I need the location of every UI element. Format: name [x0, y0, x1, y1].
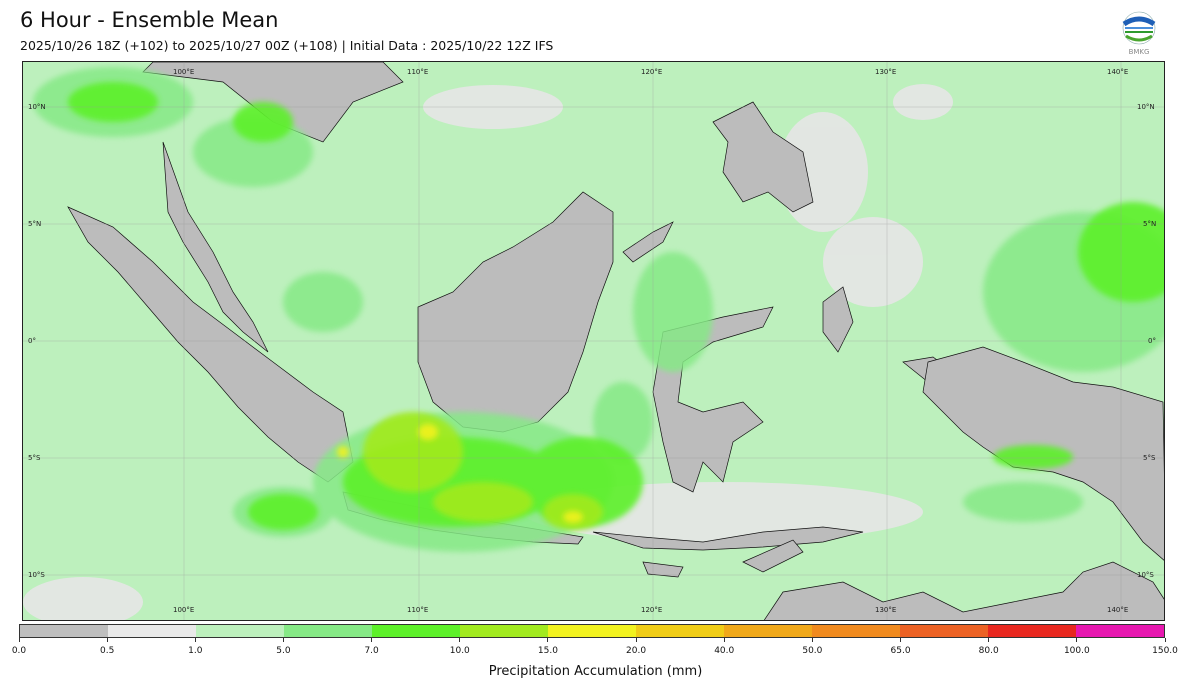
colorbar-tick-label: 15.0	[537, 646, 558, 656]
colorbar	[19, 624, 1165, 638]
colorbar-tick-mark	[547, 638, 549, 642]
logo-lettering: BMKG	[1129, 48, 1150, 56]
lon-label-top: 130°E	[875, 68, 897, 76]
colorbar-segment	[636, 625, 724, 637]
colorbar-tick-label: 10.0	[449, 646, 470, 656]
colorbar-tick-label: 20.0	[626, 646, 647, 656]
lon-label-top: 120°E	[641, 68, 663, 76]
lat-label-left: 0°	[28, 337, 36, 345]
colorbar-tick-label: 80.0	[978, 646, 999, 656]
lon-label-top: 100°E	[173, 68, 195, 76]
colorbar-tick-mark	[194, 638, 196, 642]
colorbar-segment	[1076, 625, 1164, 637]
lat-label-right: 0°	[1148, 337, 1156, 345]
lat-label-left: 10°N	[28, 103, 46, 111]
colorbar-tick-mark	[1076, 638, 1078, 642]
lon-label-top: 140°E	[1107, 68, 1129, 76]
colorbar-segment	[460, 625, 548, 637]
lat-label-right: 10°S	[1137, 571, 1154, 579]
colorbar-tick-mark	[18, 638, 20, 642]
colorbar-tick-label: 1.0	[188, 646, 203, 656]
colorbar-tick-mark	[635, 638, 637, 642]
lon-label-bottom: 120°E	[641, 606, 663, 614]
colorbar-tick-label: 5.0	[276, 646, 291, 656]
lon-label-top: 110°E	[407, 68, 429, 76]
colorbar-tick-label: 100.0	[1063, 646, 1090, 656]
colorbar-tick-label: 65.0	[890, 646, 911, 656]
map-canvas	[23, 62, 1164, 620]
colorbar-segment	[196, 625, 284, 637]
colorbar-tick-mark	[1164, 638, 1166, 642]
lon-label-bottom: 130°E	[875, 606, 897, 614]
colorbar-segment	[372, 625, 460, 637]
colorbar-segment	[988, 625, 1076, 637]
colorbar-label: Precipitation Accumulation (mm)	[488, 664, 703, 679]
colorbar-tick-mark	[811, 638, 813, 642]
colorbar-segment	[548, 625, 636, 637]
colorbar-segment	[20, 625, 108, 637]
colorbar-segment	[900, 625, 988, 637]
lat-label-left: 10°S	[28, 571, 45, 579]
lat-label-left: 5°N	[28, 220, 42, 228]
colorbar-segment	[108, 625, 196, 637]
lon-label-bottom: 140°E	[1107, 606, 1129, 614]
lon-label-bottom: 110°E	[407, 606, 429, 614]
colorbar-tick-label: 150.0	[1152, 646, 1178, 656]
very-heavy-rain-spots	[337, 424, 583, 523]
lat-label-right: 10°N	[1137, 103, 1155, 111]
colorbar-tick-mark	[106, 638, 108, 642]
colorbar-segment	[284, 625, 372, 637]
graticule	[23, 62, 1164, 620]
lat-label-right: 5°S	[1143, 454, 1156, 462]
colorbar-segment	[812, 625, 900, 637]
colorbar-tick-label: 0.0	[11, 646, 27, 656]
lon-label-bottom: 100°E	[173, 606, 195, 614]
bmkg-logo: BMKG	[1120, 10, 1158, 56]
colorbar-tick-mark	[282, 638, 284, 642]
colorbar-tick-mark	[371, 638, 373, 642]
chart-title: 6 Hour - Ensemble Mean	[20, 8, 279, 32]
precipitation-map: 100°E 110°E 120°E 130°E 140°E 100°E 110°…	[22, 61, 1165, 621]
colorbar-tick-label: 7.0	[364, 646, 379, 656]
colorbar-tick-label: 50.0	[802, 646, 823, 656]
lat-label-right: 5°N	[1143, 220, 1157, 228]
colorbar-tick-mark	[723, 638, 725, 642]
lat-label-left: 5°S	[28, 454, 41, 462]
colorbar-tick-mark	[900, 638, 902, 642]
colorbar-segment	[724, 625, 812, 637]
colorbar-tick-label: 0.5	[99, 646, 115, 656]
colorbar-tick-label: 40.0	[714, 646, 735, 656]
chart-subtitle: 2025/10/26 18Z (+102) to 2025/10/27 00Z …	[20, 38, 554, 53]
colorbar-tick-mark	[459, 638, 461, 642]
colorbar-tick-mark	[988, 638, 990, 642]
